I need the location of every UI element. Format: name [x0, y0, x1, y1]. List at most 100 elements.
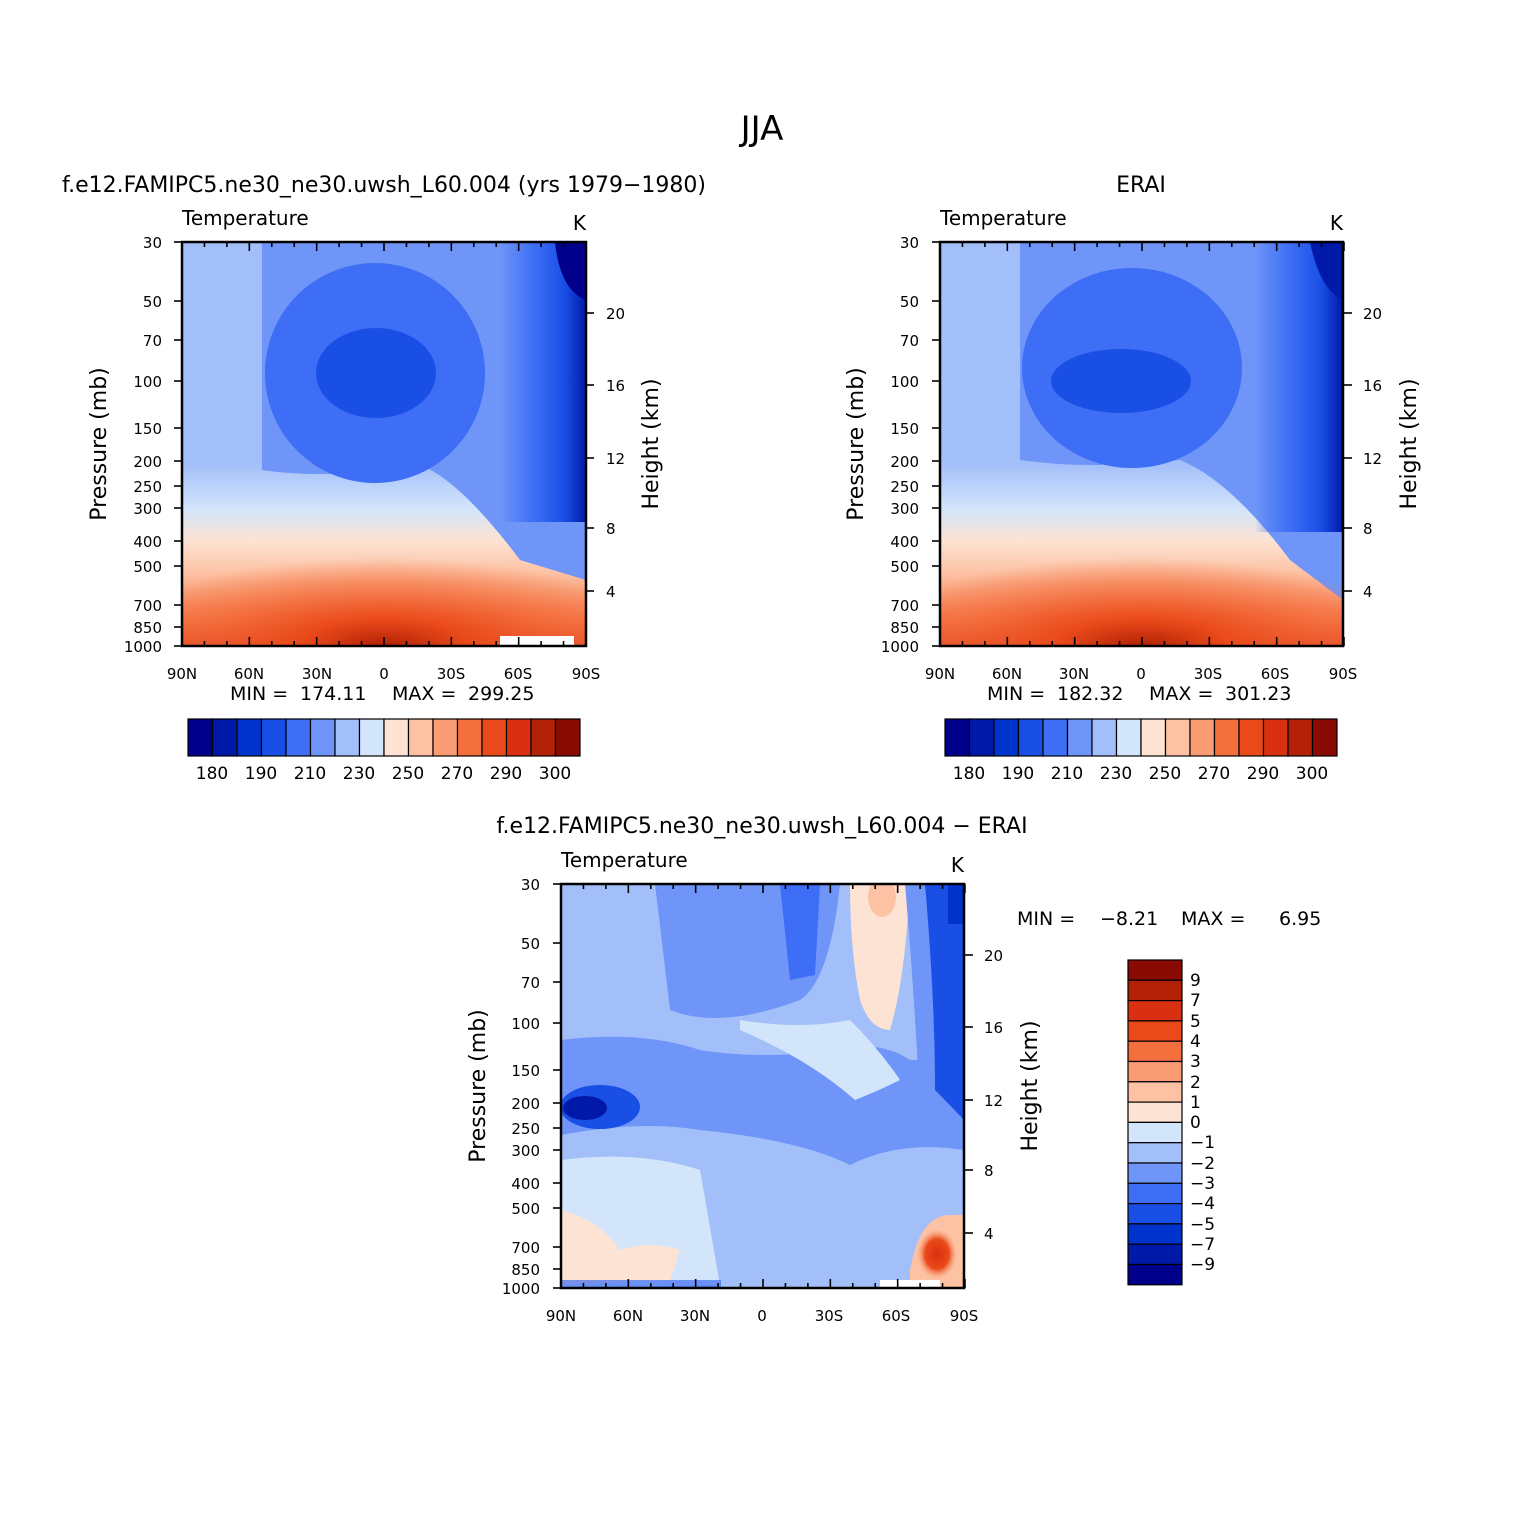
y-right-tick-label: 20	[606, 305, 625, 323]
y-tick-label: 100	[890, 373, 919, 391]
colorbar-swatch	[1127, 1223, 1183, 1245]
y-tick-label: 400	[511, 1175, 540, 1193]
y-right-tick-label: 12	[606, 450, 625, 468]
max-value: 301.23	[1225, 683, 1291, 705]
colorbar-swatch	[1189, 718, 1216, 757]
colorbar-swatch	[1127, 1081, 1183, 1103]
colorbar-swatch	[1115, 718, 1142, 757]
colorbar-swatch	[1127, 999, 1183, 1022]
y-axis-right-label: Height (km)	[1018, 1020, 1043, 1151]
y-tick-label: 300	[890, 500, 919, 518]
axis-tick-marks	[174, 241, 1352, 1289]
colorbar: 180 190 210 230 250 270 290 300	[944, 718, 1338, 784]
colorbar-swatch	[554, 718, 581, 757]
contour-field	[182, 242, 586, 646]
y-right-tick-label: 16	[984, 1019, 1003, 1037]
colorbar-swatch	[260, 718, 287, 757]
colorbar-swatch	[1066, 718, 1093, 757]
x-tick-label: 0	[379, 665, 389, 683]
y-axis-label: Pressure (mb)	[844, 367, 869, 521]
colorbar-swatch	[1127, 1040, 1183, 1063]
x-axis-ticks: 90N 60N 30N 0 30S 60S 90S	[167, 665, 600, 683]
min-label: MIN =	[987, 683, 1045, 705]
y-axis-right-ticks: 4 8 12 16 20	[1363, 305, 1382, 601]
colorbar-swatch	[334, 718, 361, 757]
colorbar-label: 290	[1247, 764, 1279, 784]
colorbar-swatch	[1127, 1243, 1183, 1266]
y-tick-label: 250	[511, 1120, 540, 1138]
y-tick-label: 1000	[124, 638, 162, 656]
stats: MIN = 174.11 MAX = 299.25	[230, 683, 534, 705]
colorbar-label: 300	[1296, 764, 1328, 784]
x-tick-label: 90S	[572, 665, 601, 683]
y-tick-label: 150	[511, 1062, 540, 1080]
y-right-tick-label: 8	[984, 1162, 994, 1180]
y-tick-label: 200	[511, 1095, 540, 1113]
stats: MIN = 182.32 MAX = 301.23	[987, 683, 1291, 705]
y-tick-label: 30	[521, 876, 540, 894]
colorbar-swatch	[236, 718, 263, 757]
y-tick-label: 70	[143, 332, 162, 350]
max-label: MAX =	[1149, 683, 1213, 705]
colorbar-label: 270	[441, 764, 473, 784]
panel-title: f.e12.FAMIPC5.ne30_ne30.uwsh_L60.004 (yr…	[62, 173, 706, 198]
colorbar-swatch	[1127, 1263, 1183, 1286]
x-tick-label: 0	[757, 1307, 767, 1325]
y-tick-label: 700	[511, 1239, 540, 1257]
subtitle-left: Temperature	[181, 206, 309, 230]
colorbar-swatch	[530, 718, 557, 757]
colorbar-swatch	[1127, 1121, 1183, 1144]
y-tick-label: 850	[133, 619, 162, 637]
colorbar-label: 270	[1198, 764, 1230, 784]
x-tick-label: 30N	[1059, 665, 1089, 683]
y-tick-label: 850	[511, 1261, 540, 1279]
colorbar-label: −1	[1190, 1133, 1215, 1153]
colorbar-swatch	[285, 718, 312, 757]
contour-field	[940, 242, 1343, 646]
colorbar-swatch	[1140, 718, 1167, 757]
x-tick-label: 30S	[815, 1307, 844, 1325]
y-right-tick-label: 8	[1363, 520, 1373, 538]
min-value: 174.11	[300, 683, 366, 705]
colorbar-label: −9	[1190, 1255, 1215, 1275]
colorbar-label: −4	[1190, 1194, 1215, 1214]
colorbar-swatch	[1262, 718, 1289, 757]
y-right-tick-label: 4	[606, 583, 616, 601]
y-tick-label: 300	[511, 1142, 540, 1160]
colorbar-label: −2	[1190, 1154, 1215, 1174]
y-axis-ticks: 30 50 70 100 150 200 250 300 400 500 700…	[124, 234, 162, 656]
colorbar-swatch	[1127, 1060, 1183, 1083]
y-right-tick-label: 4	[984, 1225, 994, 1243]
x-tick-label: 30N	[302, 665, 332, 683]
colorbar-label: 180	[953, 764, 985, 784]
panel-title: ERAI	[1116, 173, 1166, 198]
y-tick-label: 700	[133, 597, 162, 615]
x-axis-ticks: 90N 60N 30N 0 30S 60S 90S	[546, 1307, 978, 1325]
x-tick-label: 90N	[167, 665, 197, 683]
colorbar-swatch	[1042, 718, 1069, 757]
x-tick-label: 60N	[234, 665, 264, 683]
colorbar-swatch	[1164, 718, 1191, 757]
y-tick-label: 850	[890, 619, 919, 637]
subtitle-right: K	[951, 853, 965, 877]
colorbar-swatch	[1127, 1020, 1183, 1042]
colorbar-swatch	[187, 718, 214, 757]
y-axis-right-label: Height (km)	[1397, 378, 1422, 509]
subtitle-right: K	[1330, 211, 1344, 235]
y-right-tick-label: 20	[1363, 305, 1382, 323]
y-tick-label: 1000	[502, 1280, 540, 1298]
y-tick-label: 50	[900, 293, 919, 311]
colorbar-swatch	[505, 718, 532, 757]
colorbar-label: 1	[1190, 1093, 1201, 1113]
y-tick-label: 200	[890, 453, 919, 471]
min-value: −8.21	[1100, 908, 1158, 930]
x-tick-label: 60S	[1261, 665, 1290, 683]
colorbar-swatch	[1127, 979, 1183, 1002]
x-tick-label: 0	[1136, 665, 1146, 683]
y-axis-ticks: 30 50 70 100 150 200 250 300 400 500 700…	[502, 876, 540, 1298]
y-right-tick-label: 12	[984, 1092, 1003, 1110]
colorbar-swatch	[456, 718, 483, 757]
y-tick-label: 500	[133, 558, 162, 576]
y-axis-label: Pressure (mb)	[87, 367, 112, 521]
max-value: 6.95	[1279, 908, 1321, 930]
